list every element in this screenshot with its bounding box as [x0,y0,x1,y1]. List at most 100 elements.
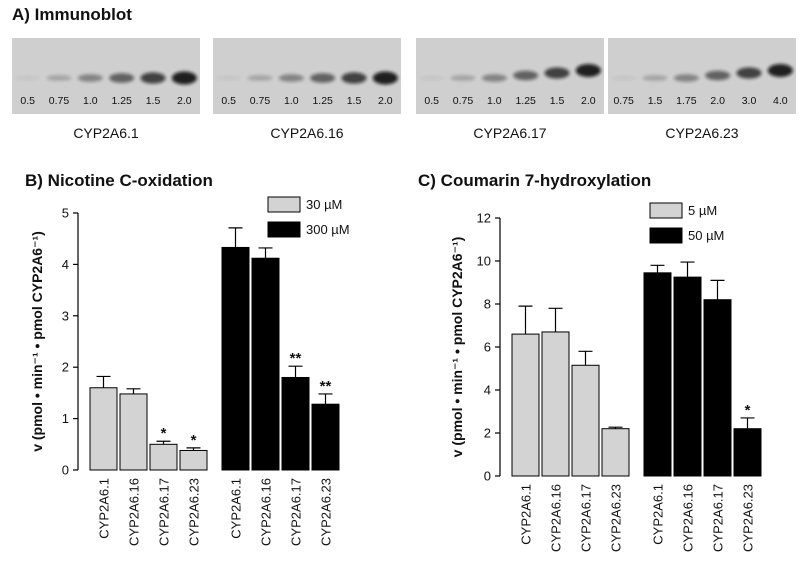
protein-band [767,64,793,77]
legend-label: 50 µM [688,228,724,243]
protein-band [15,76,41,80]
error-bar [126,388,141,394]
lane-label: 1.25 [111,95,132,107]
lane-label: 1.25 [312,95,333,107]
blot-image [608,38,796,114]
y-tick-label: 6 [484,340,491,355]
bar [221,246,250,471]
lane-label: 0.5 [424,95,439,107]
y-tick-label: 10 [477,254,491,269]
lane-label: 0.75 [453,95,474,107]
bar [179,449,208,471]
error-bar [288,365,303,378]
lane-label: 0.75 [49,95,70,107]
panel-title: A) Immunoblot [12,5,132,24]
error-bar [318,393,333,405]
lane-label: 0.5 [20,95,35,107]
legend-swatch [267,196,301,213]
bar [89,387,118,471]
y-tick-label: 2 [484,426,491,441]
x-tick-label: CYP2A6.1 [229,478,244,539]
lane-label: 2.0 [581,95,596,107]
lane-label: 1.0 [487,95,502,107]
protein-band [481,74,507,82]
protein-band [513,70,539,81]
error-bar [186,447,201,451]
x-tick-label: CYP2A6.16 [549,484,564,552]
y-axis-label: v (pmol • min⁻¹ • pmol CYP2A6⁻¹) [449,237,465,458]
lane-label: 1.0 [284,95,299,107]
bar [281,376,310,471]
lane-label: 2.0 [378,95,393,107]
y-tick-label: 5 [62,206,69,221]
significance-mark: * [745,402,751,419]
significance-mark: * [191,432,197,449]
protein-band [46,75,72,81]
y-tick-label: 0 [484,469,491,484]
blot-image [416,38,604,114]
lane-label: 1.5 [347,95,362,107]
bar [703,299,732,477]
protein-band [450,75,476,81]
x-tick-label: CYP2A6.17 [157,478,172,546]
protein-band [278,74,304,82]
lane-label: 2.0 [710,95,725,107]
protein-band [341,72,367,84]
bar [119,393,148,471]
x-tick-label: CYP2A6.16 [127,478,142,546]
x-tick-label: CYP2A6.16 [259,478,274,546]
y-tick-label: 12 [477,211,491,226]
blot-caption: CYP2A6.17 [473,125,546,141]
protein-band [544,67,570,79]
bar [541,331,570,477]
y-tick-label: 4 [484,383,491,398]
protein-band [140,72,166,84]
protein-band [642,75,668,81]
bar [733,428,762,477]
error-bar [578,350,593,366]
blot-caption: CYP2A6.1 [73,125,139,141]
x-tick-label: CYP2A6.23 [187,478,202,546]
bar [601,428,630,477]
lane-label: 1.5 [648,95,663,107]
protein-band [247,75,273,81]
chart-title: C) Coumarin 7-hydroxylation [418,171,651,190]
bar [673,276,702,477]
error-bar [96,375,111,388]
x-tick-label: CYP2A6.1 [97,478,112,539]
legend-swatch [267,221,301,238]
protein-band [673,74,699,82]
x-tick-label: CYP2A6.1 [519,484,534,545]
x-tick-label: CYP2A6.17 [579,484,594,552]
bar [311,403,340,471]
error-bar [156,440,171,445]
error-bar [228,227,243,248]
x-tick-label: CYP2A6.23 [609,484,624,552]
bar [149,443,178,471]
blot-image [213,38,401,114]
protein-band [77,74,103,82]
y-tick-label: 2 [62,360,69,375]
x-tick-label: CYP2A6.1 [651,484,666,545]
lane-label: 1.75 [676,95,697,107]
protein-band [575,64,601,77]
error-bar [548,307,563,332]
legend-label: 5 µM [688,203,717,218]
protein-band [419,76,445,80]
blot-caption: CYP2A6.16 [270,125,343,141]
protein-band [310,73,336,83]
protein-band [736,67,762,79]
protein-band [171,71,197,85]
y-tick-label: 4 [62,257,69,272]
chart-title: B) Nicotine C-oxidation [25,171,213,190]
lane-label: 0.75 [250,95,271,107]
error-bar [518,305,533,335]
error-bar [680,261,695,278]
bar [251,257,280,471]
error-bar [608,426,623,429]
legend-swatch [649,227,683,244]
lane-label: 0.75 [613,95,634,107]
bar [643,272,672,477]
legend-label: 30 µM [306,197,342,212]
